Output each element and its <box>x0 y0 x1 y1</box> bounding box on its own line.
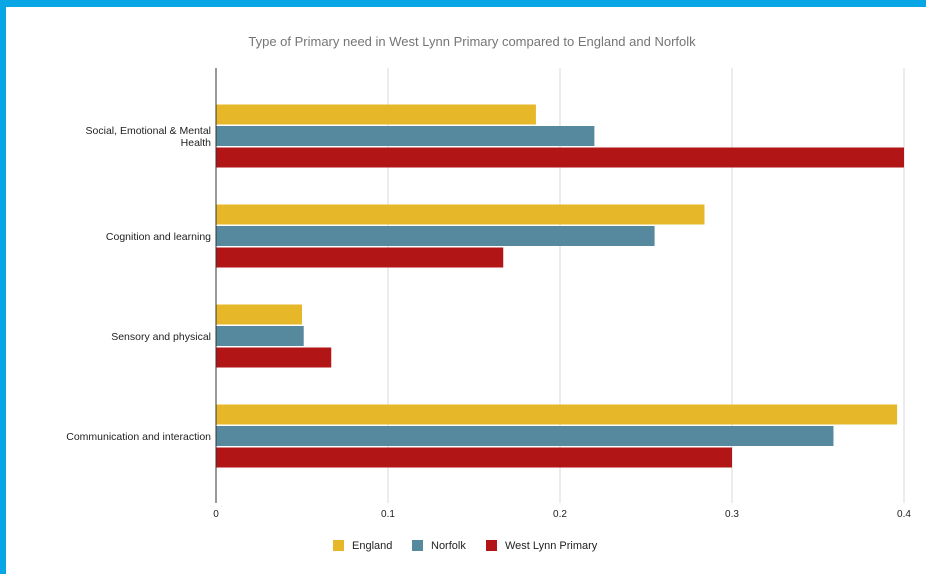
bar-norfolk[interactable] <box>216 126 595 146</box>
category-labels: Social, Emotional & Mental Health Cognitio… <box>66 125 211 443</box>
chart-frame <box>6 7 926 574</box>
bar-west-lynn-primary[interactable] <box>216 347 332 368</box>
bar-west-lynn-primary[interactable] <box>216 147 904 168</box>
legend-label[interactable]: Norfolk <box>431 540 466 552</box>
x-tick-label: 0.2 <box>553 509 567 520</box>
bar-england[interactable] <box>216 104 536 125</box>
category-label: Sensory and physical <box>111 331 211 343</box>
category-label: Cognition and learning <box>106 231 211 243</box>
chart-title: Type of Primary need in West Lynn Primar… <box>248 34 696 49</box>
bar-norfolk[interactable] <box>216 426 834 446</box>
legend-swatch <box>333 540 344 551</box>
bar-england[interactable] <box>216 304 302 325</box>
legend[interactable]: England Norfolk West Lynn Primary <box>333 540 598 552</box>
category-label: Communication and interaction <box>66 431 211 443</box>
bar-england[interactable] <box>216 404 898 425</box>
legend-swatch <box>486 540 497 551</box>
bar-england[interactable] <box>216 204 705 225</box>
legend-label[interactable]: West Lynn Primary <box>505 540 598 552</box>
x-tick-label: 0.1 <box>381 509 395 520</box>
bar-norfolk[interactable] <box>216 226 655 246</box>
x-tick-label: 0.4 <box>897 509 911 520</box>
x-tick-labels: 0 0.1 0.2 0.3 0.4 <box>213 509 911 520</box>
bars <box>216 104 904 468</box>
bar-norfolk[interactable] <box>216 326 304 346</box>
category-label: Social, Emotional & Mental Health <box>86 125 212 149</box>
legend-swatch <box>412 540 423 551</box>
bar-west-lynn-primary[interactable] <box>216 247 504 268</box>
x-tick-label: 0.3 <box>725 509 739 520</box>
bar-west-lynn-primary[interactable] <box>216 447 732 468</box>
legend-label[interactable]: England <box>352 540 392 552</box>
x-tick-label: 0 <box>213 509 219 520</box>
